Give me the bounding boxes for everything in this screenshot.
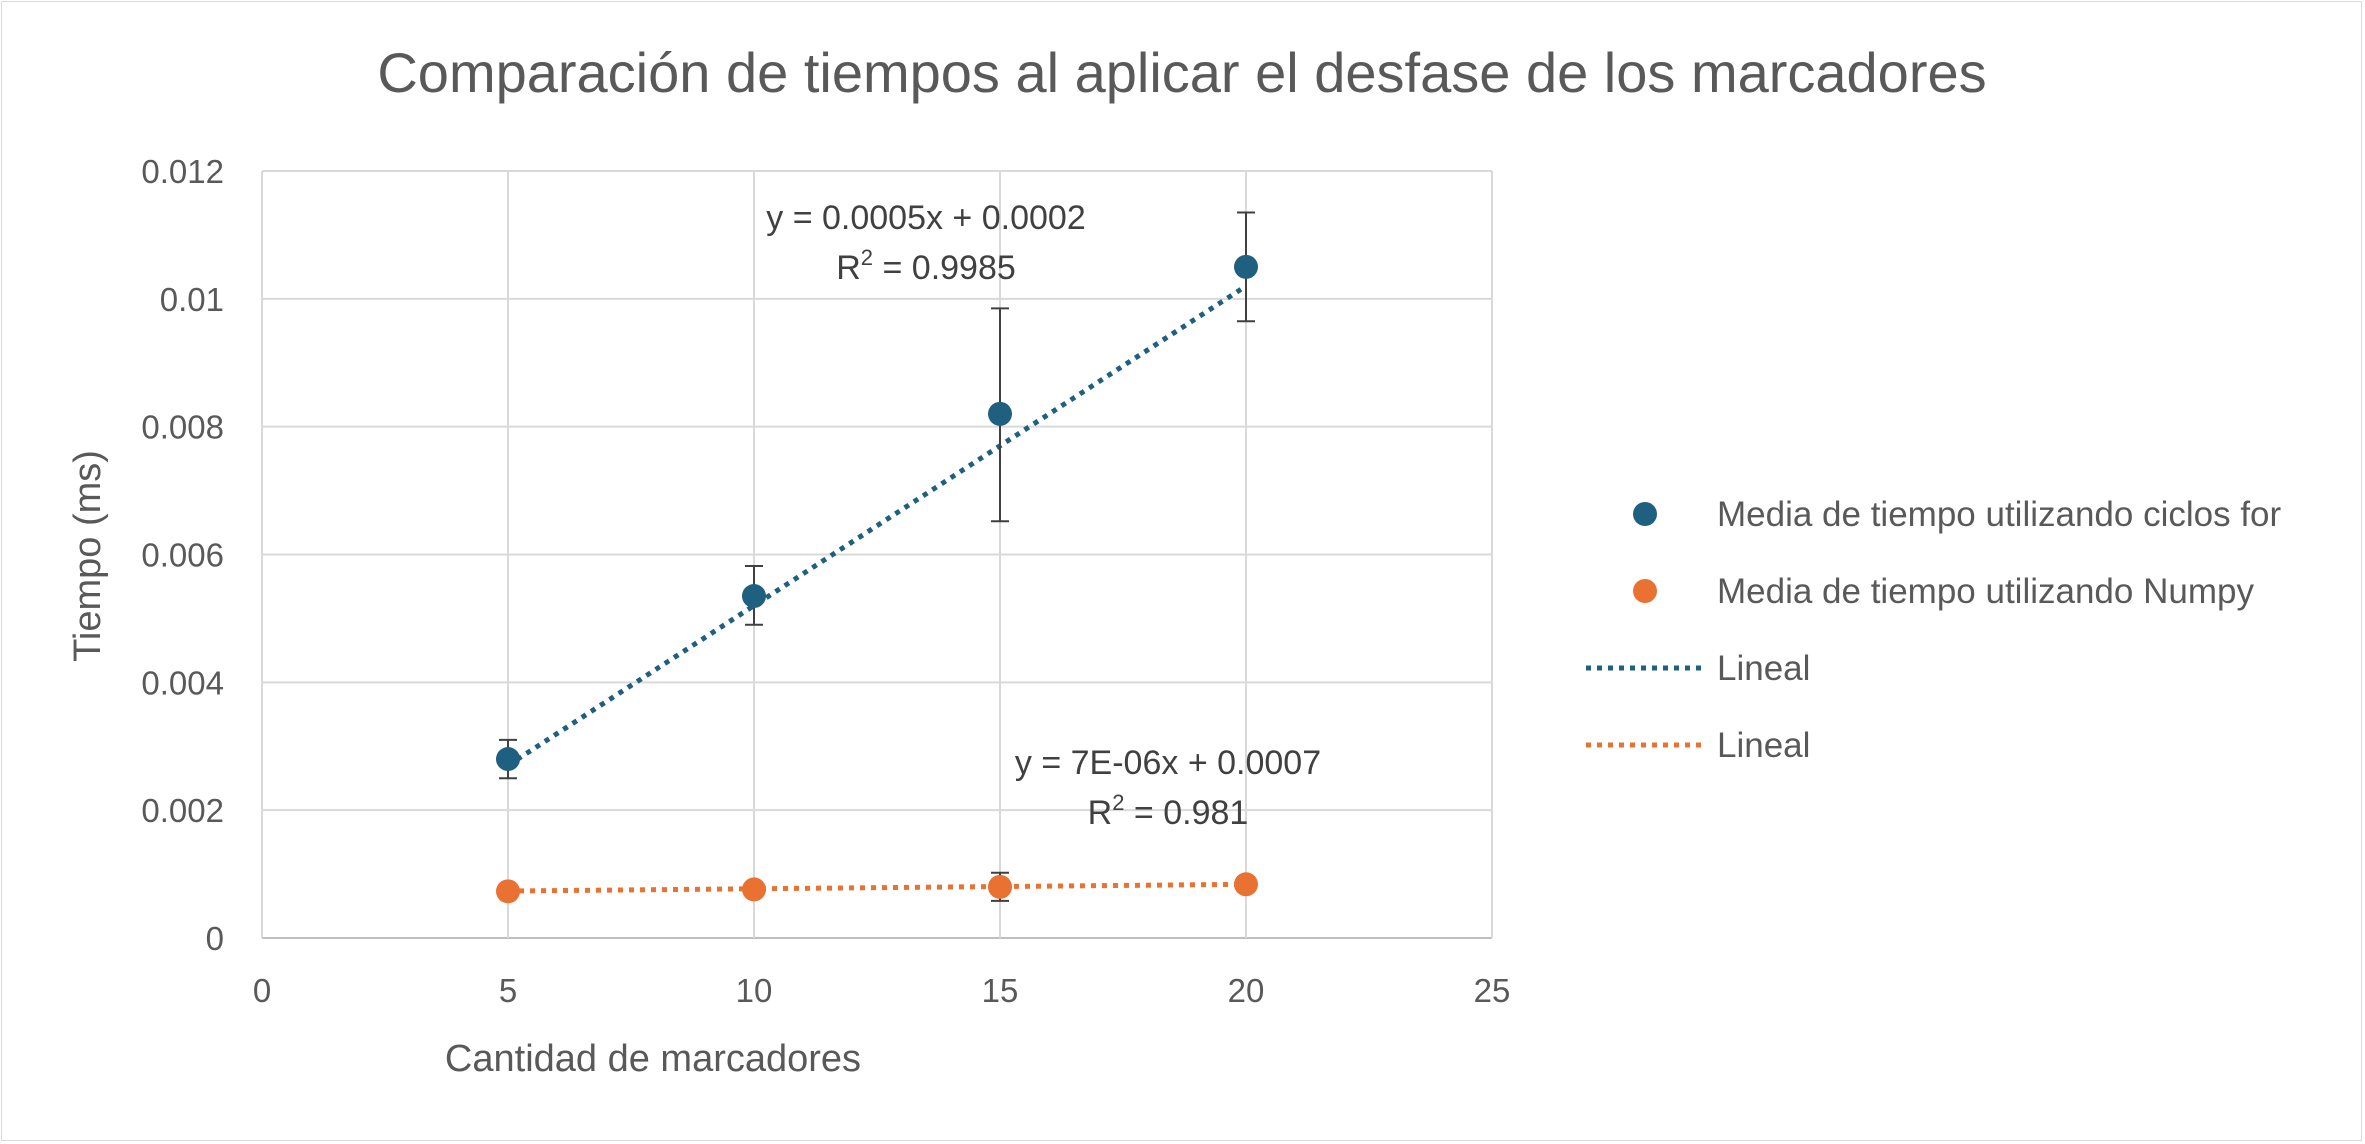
y-tick-label: 0.004: [141, 664, 224, 701]
legend-item-trend-numpy: Lineal: [1586, 726, 1810, 765]
r2-label-numpy: R2 = 0.981: [1088, 790, 1249, 832]
data-point: [496, 879, 520, 904]
y-tick-label: 0: [206, 920, 224, 957]
equation-label-for: y = 0.0005x + 0.0002: [766, 199, 1085, 237]
trendline-equation-numpy: y = 7E-06x + 0.0007 R2 = 0.981: [1015, 744, 1321, 832]
trendline-1: [507, 881, 1247, 894]
data-point: [1234, 254, 1258, 279]
data-point: [988, 401, 1012, 426]
legend-item-trend-for: Lineal: [1586, 649, 1810, 688]
x-tick-label: 15: [982, 972, 1019, 1009]
legend-item-numpy: Media de tiempo utilizando Numpy: [1633, 572, 2254, 611]
legend-label-trend-numpy: Lineal: [1717, 726, 1810, 765]
legend: Media de tiempo utilizando ciclos for Me…: [1586, 495, 2282, 765]
data-point: [742, 877, 766, 902]
y-tick-label: 0.01: [160, 281, 224, 318]
legend-label-numpy: Media de tiempo utilizando Numpy: [1717, 572, 2254, 611]
x-tick-labels: 0 5 10 15 20 25: [253, 972, 1511, 1009]
gridlines: [261, 170, 1493, 939]
trendline-0: [506, 283, 1248, 768]
equation-label-numpy: y = 7E-06x + 0.0007: [1015, 744, 1321, 782]
r2-label-for: R2 = 0.9985: [836, 245, 1016, 287]
data-point: [1234, 872, 1258, 897]
trendlines: [506, 283, 1248, 894]
legend-marker-for: [1633, 502, 1657, 526]
x-tick-label: 25: [1474, 972, 1511, 1009]
y-tick-label: 0.008: [141, 409, 224, 446]
y-tick-labels: 0 0.002 0.004 0.006 0.008 0.01 0.012: [141, 153, 224, 957]
chart-title: Comparación de tiempos al aplicar el des…: [377, 41, 1986, 104]
x-axis-title: Cantidad de marcadores: [445, 1038, 861, 1080]
x-tick-label: 10: [736, 972, 773, 1009]
legend-item-for: Media de tiempo utilizando ciclos for: [1633, 495, 2282, 534]
x-tick-label: 20: [1228, 972, 1265, 1009]
x-tick-label: 0: [253, 972, 271, 1009]
y-axis-title: Tiempo (ms): [67, 450, 109, 662]
y-tick-label: 0.012: [141, 153, 224, 190]
trendline-equation-for: y = 0.0005x + 0.0002 R2 = 0.9985: [766, 199, 1085, 287]
data-point: [496, 747, 520, 772]
legend-marker-numpy: [1633, 579, 1657, 603]
y-tick-label: 0.006: [141, 537, 224, 574]
data-point: [988, 874, 1012, 899]
y-tick-label: 0.002: [141, 792, 224, 829]
x-tick-label: 5: [499, 972, 517, 1009]
legend-label-trend-for: Lineal: [1717, 649, 1810, 688]
data-points: [496, 254, 1258, 904]
data-point: [742, 584, 766, 609]
legend-label-for: Media de tiempo utilizando ciclos for: [1717, 495, 2282, 534]
